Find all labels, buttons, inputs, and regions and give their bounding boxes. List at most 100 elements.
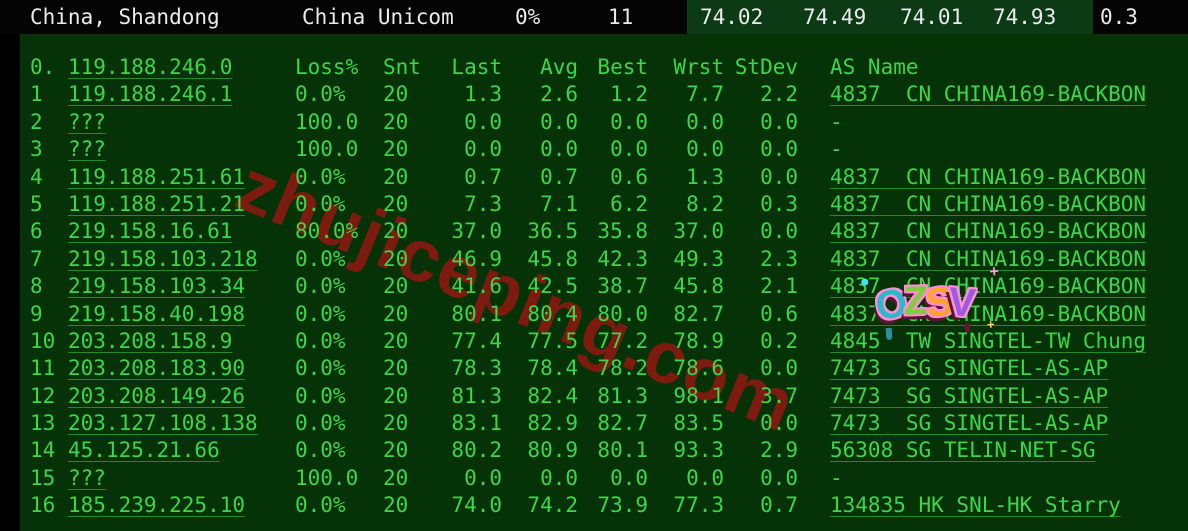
avg-cell: 0.7 — [540, 164, 578, 189]
stdev-cell: 0.0 — [760, 164, 798, 189]
table-row: 14 45.125.21.66 0.0% 20 80.2 80.9 80.1 93.3 2.9 5… — [20, 437, 1188, 464]
last-cell: 0.0 — [464, 465, 502, 490]
loss-cell: 0.0% — [295, 164, 346, 189]
latency-metric: 74.93 — [993, 5, 1057, 29]
table-row: 12 203.208.149.26 0.0% 20 81.3 82.4 81.3 98.1 3.… — [20, 383, 1188, 410]
host-ip-link[interactable]: 119.188.251.21 — [68, 191, 246, 216]
host-ip-link[interactable]: 219.158.103.34 — [68, 274, 246, 299]
column-header-loss: Loss% — [295, 55, 359, 79]
column-header-asname: AS Name — [830, 55, 919, 79]
host-ip-link[interactable]: ??? — [68, 109, 106, 134]
column-header-avg: Avg — [540, 55, 578, 79]
as-name-link[interactable]: 4837 CN CHINA169-BACKBON — [830, 82, 1147, 107]
host-ip-link[interactable]: 203.208.158.9 — [68, 328, 233, 353]
hop-number-cell: 6 — [30, 219, 43, 244]
wrst-cell: 0.0 — [686, 109, 724, 134]
hop-number-cell: 8 — [30, 274, 43, 299]
as-name-link[interactable]: 4837 CN CHINA169-BACKBON — [830, 191, 1147, 216]
snt-cell: 20 — [383, 246, 409, 271]
last-cell: 74.0 — [451, 493, 502, 518]
as-name-link[interactable]: 7473 SG SINGTEL-AS-AP — [830, 383, 1109, 408]
summary-bar: China, Shandong China Unicom 0% 11 74.02… — [0, 0, 1188, 34]
as-name-link[interactable]: 4837 CN CHINA169-BACKBON — [830, 274, 1147, 299]
table-row: 6 219.158.16.61 80.0% 20 37.0 36.5 35.8 37.0 0.0… — [20, 218, 1188, 245]
best-cell: 73.9 — [597, 493, 648, 518]
host-ip-link[interactable]: 219.158.16.61 — [68, 219, 233, 244]
hop-number-cell: 10 — [30, 328, 56, 353]
best-cell: 35.8 — [597, 219, 648, 244]
loss-cell: 0.0% — [295, 493, 346, 518]
as-name-link[interactable]: 7473 SG SINGTEL-AS-AP — [830, 356, 1109, 381]
avg-cell: 82.4 — [527, 383, 578, 408]
loss-cell: 0.0% — [295, 246, 346, 271]
table-row: 3??? 100.0 20 0.0 0.0 0.0 0.0 0.0 - — [20, 136, 1188, 163]
stdev-cell: 2.2 — [760, 82, 798, 107]
isp-name: China Unicom — [302, 5, 454, 29]
wrst-cell: 0.0 — [686, 137, 724, 162]
hop-number-cell: 3 — [30, 137, 43, 162]
table-row: 10 203.208.158.9 0.0% 20 77.4 77.5 77.2 78.9 0.2… — [20, 328, 1188, 355]
as-name-link[interactable]: 4837 CN CHINA169-BACKBON — [830, 301, 1147, 326]
host-ip-link[interactable]: 119.188.246.1 — [68, 82, 233, 107]
best-cell: 80.0 — [597, 301, 648, 326]
as-name-link[interactable]: 7473 SG SINGTEL-AS-AP — [830, 411, 1109, 436]
hop-number-cell: 16 — [30, 493, 56, 518]
column-header-wrst: Wrst — [673, 55, 724, 79]
loss-cell: 0.0% — [295, 301, 346, 326]
host-ip-link[interactable]: 45.125.21.66 — [68, 438, 220, 463]
snt-cell: 20 — [383, 274, 409, 299]
sparkle-plus-icon: + — [988, 263, 1000, 281]
snt-cell: 20 — [383, 301, 409, 326]
stdev-cell: 0.0 — [760, 356, 798, 381]
as-name-link[interactable]: 4837 CN CHINA169-BACKBON — [830, 246, 1147, 271]
host-ip-link[interactable]: 203.127.108.138 — [68, 411, 258, 436]
wrst-cell: 77.3 — [673, 493, 724, 518]
wrst-cell: 98.1 — [673, 383, 724, 408]
wrst-cell: 93.3 — [673, 438, 724, 463]
source-host-link[interactable]: 119.188.246.0 — [68, 55, 233, 79]
ozsv-sticker-logo: OZSV + + — [861, 263, 1000, 341]
loss-cell: 100.0 — [295, 137, 359, 162]
loss-cell: 100.0 — [295, 109, 359, 134]
latency-metric: 74.02 — [700, 5, 764, 29]
host-ip-link[interactable]: ??? — [68, 465, 106, 490]
hop-number-cell: 15 — [30, 465, 56, 490]
stdev-cell: 0.6 — [760, 301, 798, 326]
hop-number-cell: 13 — [30, 411, 56, 436]
host-ip-link[interactable]: 203.208.183.90 — [68, 356, 246, 381]
as-name-link[interactable]: 4845 TW SINGTEL-TW Chung — [830, 328, 1147, 353]
table-row: 8 219.158.103.34 0.0% 20 41.6 42.5 38.7 45.8 2.1… — [20, 273, 1188, 300]
host-ip-link[interactable]: 203.208.149.26 — [68, 383, 246, 408]
host-ip-link[interactable]: 185.239.225.10 — [68, 493, 246, 518]
avg-cell: 7.1 — [540, 191, 578, 216]
host-ip-link[interactable]: ??? — [68, 137, 106, 162]
best-cell: 82.7 — [597, 411, 648, 436]
best-cell: 38.7 — [597, 274, 648, 299]
latency-metric: 74.01 — [900, 5, 964, 29]
hop-number-cell: 2 — [30, 109, 43, 134]
snt-cell: 20 — [383, 356, 409, 381]
loss-cell: 100.0 — [295, 465, 359, 490]
as-name-link[interactable]: 4837 CN CHINA169-BACKBON — [830, 164, 1147, 189]
last-cell: 46.9 — [451, 246, 502, 271]
loss-cell: 0.0% — [295, 274, 346, 299]
paint-drip — [885, 327, 893, 341]
host-ip-link[interactable]: 219.158.40.198 — [68, 301, 246, 326]
hop-number-cell: 1 — [30, 82, 43, 107]
as-name-link[interactable]: 134835 HK SNL-HK Starry — [830, 493, 1121, 518]
host-ip-link[interactable]: 119.188.251.61 — [68, 164, 246, 189]
loss-cell: 0.0% — [295, 328, 346, 353]
last-cell: 7.3 — [464, 191, 502, 216]
loss-cell: 0.0% — [295, 191, 346, 216]
hop-number-cell: 9 — [30, 301, 43, 326]
host-ip-link[interactable]: 219.158.103.218 — [68, 246, 258, 271]
loss-cell: 0.0% — [295, 411, 346, 436]
as-name-link[interactable]: 56308 SG TELIN-NET-SG — [830, 438, 1096, 463]
column-header-best: Best — [597, 55, 648, 79]
snt-cell: 20 — [383, 465, 409, 490]
as-name-cell: - — [830, 465, 843, 490]
stdev-cell: 0.0 — [760, 219, 798, 244]
snt-cell: 20 — [383, 383, 409, 408]
as-name-link[interactable]: 4837 CN CHINA169-BACKBON — [830, 219, 1147, 244]
avg-cell: 42.5 — [527, 274, 578, 299]
